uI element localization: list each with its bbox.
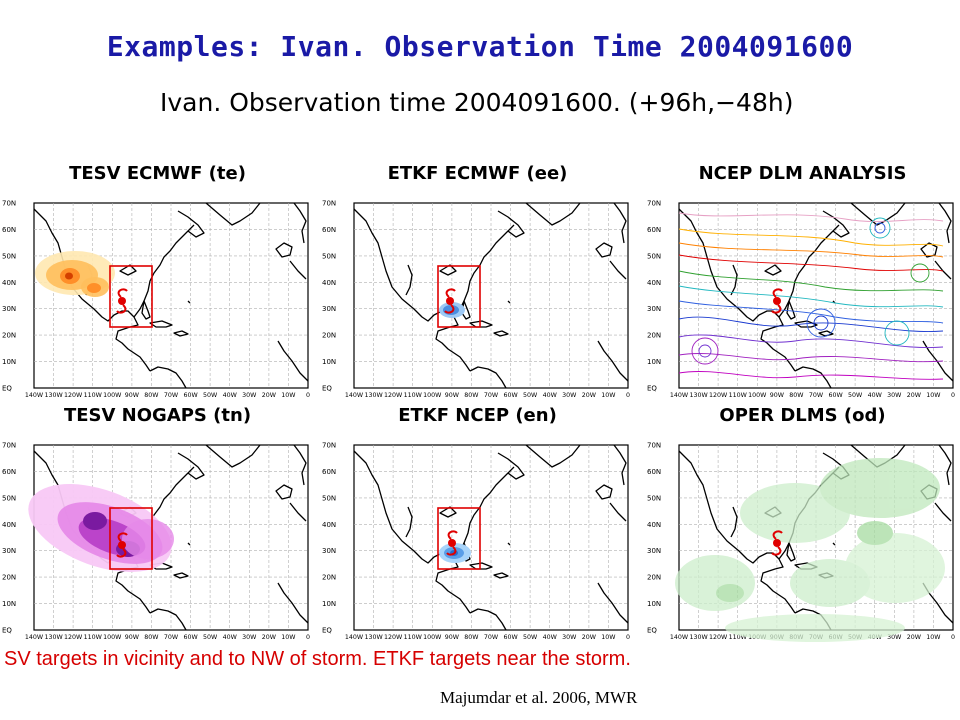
panel-tesv-ecmwf: TESV ECMWF (te) bbox=[0, 163, 315, 421]
panel-title: TESV NOGAPS (tn) bbox=[63, 405, 252, 426]
panel-ncep-dlm-analysis: NCEP DLM ANALYSIS bbox=[645, 163, 960, 421]
target-box bbox=[437, 507, 481, 570]
map-etkf-ncep bbox=[320, 433, 635, 663]
target-box bbox=[109, 507, 153, 570]
panel-oper-dlms: OPER DLMS (od) bbox=[645, 405, 960, 663]
panel-title: ETKF ECMWF (ee) bbox=[387, 163, 568, 184]
map-tesv-nogaps bbox=[0, 433, 315, 663]
map-ncep-dlm-analysis bbox=[645, 191, 960, 421]
panel-title: TESV ECMWF (te) bbox=[69, 163, 246, 184]
panel-title: NCEP DLM ANALYSIS bbox=[698, 163, 907, 184]
map-tesv-ecmwf bbox=[0, 191, 315, 421]
panel-title: OPER DLMS (od) bbox=[719, 405, 886, 426]
panel-etkf-ncep: ETKF NCEP (en) bbox=[320, 405, 635, 663]
tesv-sensitivity-field bbox=[35, 251, 115, 297]
streamline-field bbox=[678, 212, 944, 380]
target-box bbox=[437, 265, 481, 328]
target-box bbox=[109, 265, 153, 328]
citation: Majumdar et al. 2006, MWR bbox=[440, 688, 638, 707]
panel-tesv-nogaps: TESV NOGAPS (tn) bbox=[0, 405, 315, 663]
figure-title: Ivan. Observation time 2004091600. (+96h… bbox=[160, 88, 794, 117]
slide-title: Examples: Ivan. Observation Time 2004091… bbox=[106, 30, 854, 63]
dlm-field bbox=[675, 458, 945, 642]
map-etkf-ecmwf bbox=[320, 191, 635, 421]
panel-title: ETKF NCEP (en) bbox=[398, 405, 557, 426]
etkf-signal-field bbox=[439, 302, 465, 318]
slide-caption: SV targets in vicinity and to NW of stor… bbox=[4, 648, 631, 670]
panel-etkf-ecmwf: ETKF ECMWF (ee) bbox=[320, 163, 635, 421]
map-oper-dlms bbox=[645, 433, 960, 663]
